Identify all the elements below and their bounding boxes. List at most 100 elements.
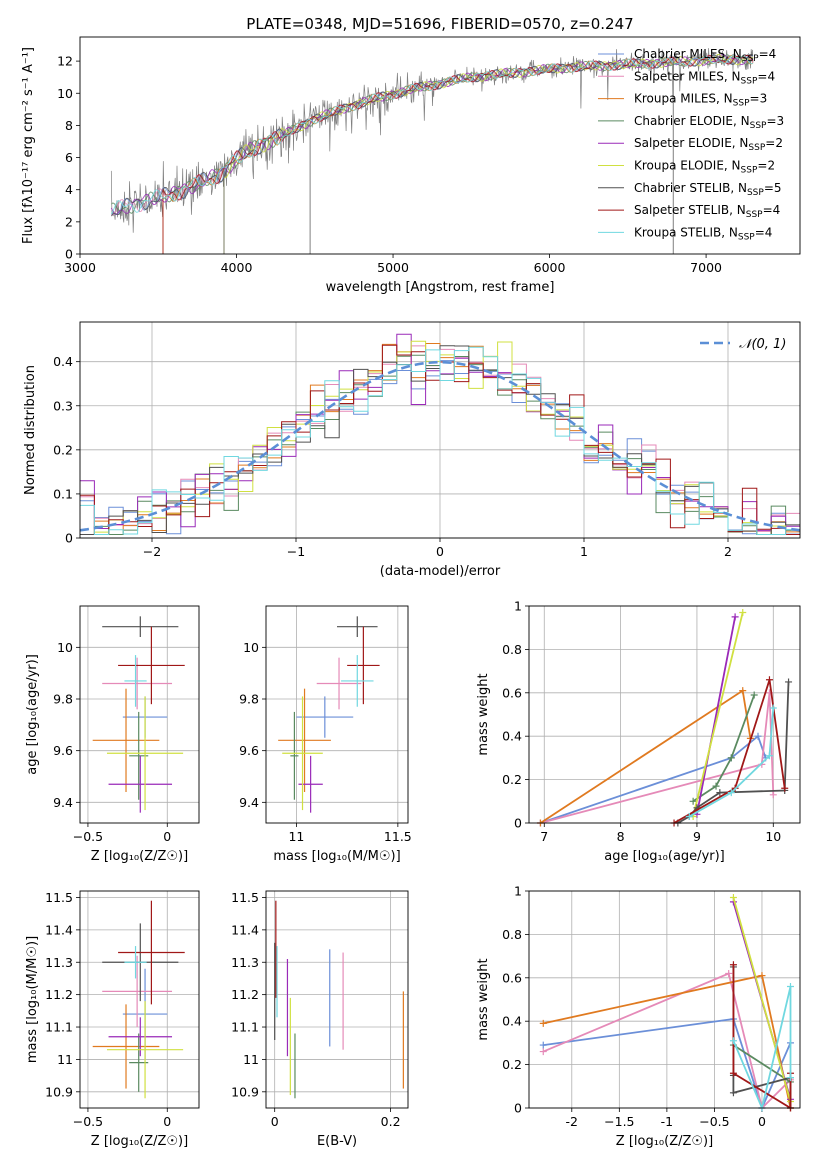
x-axis-label: wavelength [Angstrom, rest frame]: [326, 280, 555, 295]
x-axis-label: Z [log₁₀(Z/Z☉)]: [91, 849, 188, 864]
spectrum-axes: 3000 4000 5000 6000 7000 0 2 4 6 8 10 12 wavelength …: [21, 47, 722, 295]
mass_age-axes: 11 11.5 9.4 9.6 9.8 10 mass [log₁₀(M/M☉)]: [239, 606, 412, 864]
ebv_mass-frame: [265, 890, 409, 1109]
x-tick-label: 7000: [690, 260, 722, 275]
weight-marker-salpeter_miles: [725, 969, 733, 977]
y-tick-label: 0: [514, 1101, 522, 1116]
weight-line-kroupa_elodie: [732, 897, 792, 1102]
x-tick-label: −0.5: [699, 1114, 729, 1129]
x-tick-label: 0: [436, 544, 444, 559]
y-tick-label: 10.9: [231, 1084, 259, 1099]
legend-label-kroupa_stelib: Kroupa STELIB, NSSP=4: [634, 225, 772, 242]
histogram-kroupa_stelib: [80, 346, 800, 535]
y-tick-label: 11.4: [45, 922, 73, 937]
weight-marker-kroupa_stelib: [727, 789, 735, 797]
z_mass-axes: −0.5 0 10.9 11 11.1 11.2 11.3 11.4 11.5 Z [log₁₀(…: [25, 890, 199, 1149]
y-tick-label: 1: [514, 599, 522, 614]
y-tick-label: 9.4: [239, 795, 259, 810]
x-tick-label: 1: [580, 544, 588, 559]
y-tick-label: 9.6: [239, 743, 259, 758]
gaussian-curve: [79, 360, 801, 532]
weight-line-chabrier_stelib: [677, 681, 790, 823]
x-tick-label: 11.5: [384, 829, 412, 844]
weight-line-chabrier_elodie: [732, 1044, 791, 1083]
y-tick-label: 0.6: [502, 970, 522, 985]
z_weight-axes: -2 −1.5 -1 −0.5 0 0 0.2 0.4 0.6 0.8 1 Z [log₁₀(Z/Z☉…: [476, 884, 800, 1149]
ebv_mass-axes: 0 0.2 10.9 11 11.1 11.2 11.3 11.4 11.5 E(B-V): [231, 890, 408, 1149]
x-tick-label: 7: [540, 829, 548, 844]
weight-marker-kroupa_stelib: [769, 704, 777, 712]
y-tick-label: 11.2: [45, 987, 73, 1002]
spectrum-model-line-salpeter_stelib: [162, 54, 754, 254]
y-axis-label: Normed distribution: [23, 365, 38, 495]
weight-marker-salpeter_miles: [539, 1048, 547, 1056]
y-tick-label: 10: [57, 86, 73, 101]
z_age-frame: [79, 605, 200, 824]
legend-label-kroupa_elodie: Kroupa ELODIE, NSSP=2: [634, 159, 775, 176]
weight-marker-kroupa_miles: [739, 687, 747, 695]
mass_age-frame: [265, 605, 409, 824]
weight-marker-kroupa_elodie: [729, 894, 737, 902]
x-tick-label: 9: [693, 829, 701, 844]
y-tick-label: 0.6: [502, 685, 522, 700]
weight-line-salpeter_miles: [542, 972, 792, 1108]
z_age-axes: −0.5 0 9.4 9.6 9.8 10 Z [log₁₀(Z/Z☉)] age [log₁…: [25, 606, 199, 864]
x-axis-label: Z [log₁₀(Z/Z☉)]: [91, 1134, 188, 1149]
weight-marker-salpeter_miles: [769, 791, 777, 799]
weight-marker-salpeter_stelib: [781, 784, 789, 792]
x-tick-label: -2: [566, 1114, 578, 1129]
x-tick-label: 0: [758, 1114, 766, 1129]
x-axis-label: E(B-V): [317, 1134, 357, 1149]
y-tick-label: 0.8: [502, 927, 522, 942]
weight-line-kroupa_elodie: [692, 612, 744, 817]
y-tick-label: 9.8: [53, 692, 73, 707]
y-tick-label: 11.5: [231, 890, 259, 905]
x-tick-label: 4000: [221, 260, 253, 275]
y-tick-label: 0.8: [502, 642, 522, 657]
weight-marker-kroupa_stelib: [786, 982, 794, 990]
weight-marker-chabrier_elodie: [727, 754, 735, 762]
spectrum-frame: [79, 36, 801, 255]
age_weight-frame: [528, 605, 801, 824]
weight-marker-kroupa_stelib: [729, 1037, 737, 1045]
y-tick-label: 1: [514, 884, 522, 899]
weight-marker-chabrier_miles: [539, 1041, 547, 1049]
weight-line-salpeter_stelib: [732, 964, 792, 1108]
weight-line-salpeter_stelib: [673, 679, 786, 823]
weight-marker-chabrier_elodie: [750, 691, 758, 699]
weight-marker-chabrier_elodie: [689, 797, 697, 805]
chart-title: PLATE=0348, MJD=51696, FIBERID=0570, z=0…: [246, 15, 633, 33]
y-tick-label: 11.3: [45, 955, 73, 970]
x-tick-label: 5000: [377, 260, 409, 275]
weight-marker-chabrier_stelib: [729, 1089, 737, 1097]
y-tick-label: 11: [243, 1052, 259, 1067]
x-tick-label: −2: [143, 544, 161, 559]
x-tick-label: 0.2: [381, 1114, 401, 1129]
y-tick-label: 0.4: [502, 729, 522, 744]
weight-marker-chabrier_stelib: [716, 789, 724, 797]
y-tick-label: 0.1: [53, 486, 73, 501]
y-tick-label: 0.2: [53, 442, 73, 457]
y-tick-label: 11.3: [231, 955, 259, 970]
weight-marker-salpeter_stelib: [729, 1069, 737, 1077]
x-tick-label: −0.5: [73, 1114, 103, 1129]
z_mass-frame: [79, 890, 200, 1109]
z_weight-frame: [528, 890, 801, 1109]
weight-marker-kroupa_stelib: [685, 812, 693, 820]
x-tick-label: -1: [661, 1114, 673, 1129]
x-tick-label: −1: [287, 544, 305, 559]
spectrum-model-line-kroupa_stelib: [110, 55, 754, 215]
y-tick-label: 12: [57, 54, 73, 69]
y-tick-label: 8: [65, 118, 73, 133]
weight-marker-kroupa_stelib: [765, 752, 773, 760]
y-tick-label: 10: [57, 640, 73, 655]
x-tick-label: 2: [724, 544, 732, 559]
weight-marker-kroupa_stelib: [786, 1074, 794, 1082]
y-tick-label: 0: [65, 247, 73, 262]
weight-marker-kroupa_miles: [539, 1019, 547, 1027]
y-axis-label: mass weight: [476, 673, 491, 755]
y-tick-label: 6: [65, 150, 73, 165]
weight-marker-kroupa_miles: [758, 972, 766, 980]
legend-label-chabrier_stelib: Chabrier STELIB, NSSP=5: [634, 181, 782, 198]
